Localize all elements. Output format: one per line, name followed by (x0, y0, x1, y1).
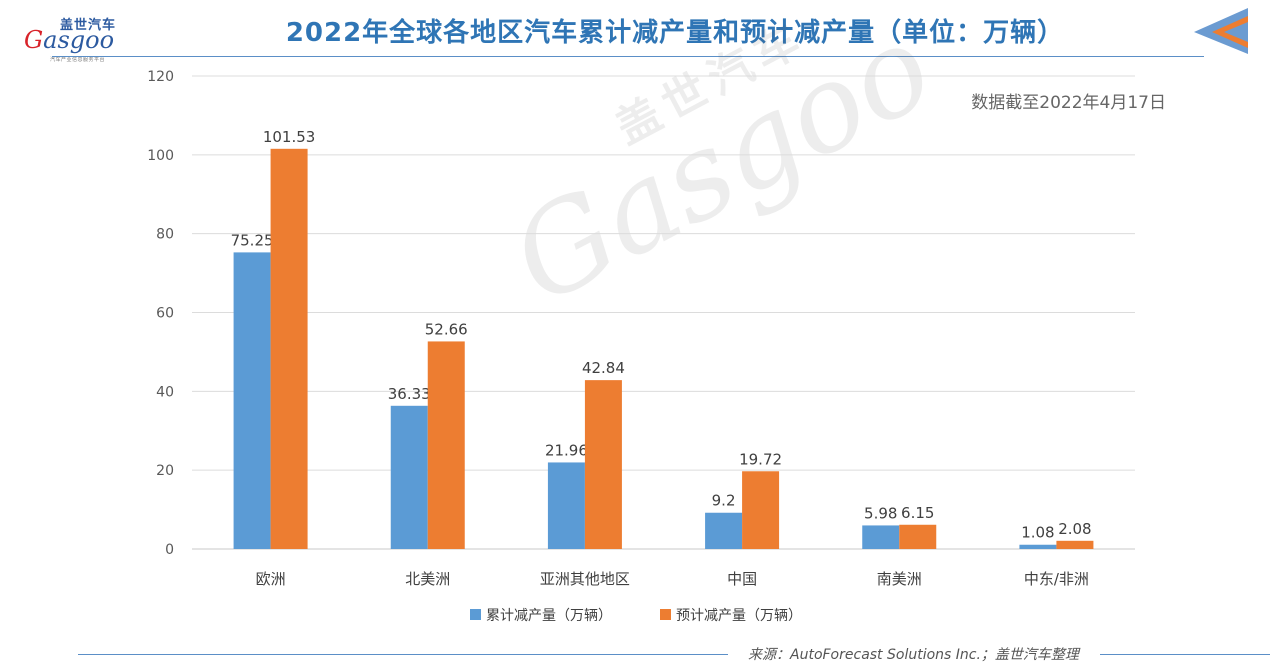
logo-subtitle: 汽车产业信息服务平台 (50, 57, 106, 63)
bar (862, 525, 900, 549)
page-title: 2022年全球各地区汽车累计减产量和预计减产量（单位：万辆） (285, 18, 1065, 48)
bar (742, 471, 780, 549)
y-tick-label: 80 (156, 227, 174, 243)
y-tick-label: 60 (156, 306, 174, 322)
data-label: 5.98 (864, 504, 897, 522)
logo-cn-text: 盖世汽车 (60, 18, 117, 33)
data-label: 52.66 (425, 320, 468, 338)
legend-label: 累计减产量（万辆） (486, 608, 612, 624)
legend-swatch (660, 609, 671, 620)
data-label: 1.08 (1021, 524, 1054, 542)
y-tick-label: 120 (147, 69, 174, 85)
gasgoo-logo: 盖世汽车 Gasgoo 汽车产业信息服务平台 (20, 12, 132, 63)
data-label: 101.53 (263, 128, 316, 146)
legend-swatch (470, 609, 481, 620)
title-divider (52, 56, 1204, 57)
bar (547, 462, 585, 549)
x-tick-label: 欧洲 (256, 570, 286, 588)
x-tick-label: 中东/非洲 (1024, 570, 1089, 588)
x-tick-label: 亚洲其他地区 (540, 570, 630, 588)
data-label: 21.96 (545, 441, 588, 459)
x-tick-label: 南美洲 (877, 570, 922, 588)
data-label: 19.72 (739, 450, 782, 468)
bar (899, 524, 937, 549)
footer-divider-left (78, 654, 728, 655)
bar (270, 148, 308, 549)
x-tick-label: 中国 (727, 570, 757, 588)
data-label: 36.33 (388, 385, 431, 403)
bar (390, 405, 428, 549)
y-tick-label: 100 (147, 148, 174, 164)
data-label: 6.15 (901, 504, 934, 522)
data-label: 42.84 (582, 359, 625, 377)
bar (705, 512, 743, 549)
bar (584, 380, 622, 549)
legend-label: 预计减产量（万辆） (676, 608, 802, 624)
y-tick-label: 40 (156, 384, 174, 400)
source-note: 来源：AutoForecast Solutions Inc.；盖世汽车整理 (748, 647, 1079, 663)
y-tick-label: 20 (156, 463, 174, 479)
data-date-note: 数据截至2022年4月17日 (971, 93, 1166, 113)
bar (233, 252, 271, 549)
footer-divider-right (1100, 654, 1270, 655)
back-arrow-icon[interactable] (1190, 6, 1250, 56)
data-label: 75.25 (231, 231, 274, 249)
bar (1019, 544, 1057, 549)
data-label: 2.08 (1058, 520, 1091, 538)
x-tick-label: 北美洲 (405, 570, 450, 588)
logo-en-text: Gasgoo (24, 26, 115, 54)
data-label: 9.2 (712, 492, 736, 510)
bar (427, 341, 465, 549)
y-tick-label: 0 (165, 542, 174, 558)
bar (1056, 540, 1094, 549)
